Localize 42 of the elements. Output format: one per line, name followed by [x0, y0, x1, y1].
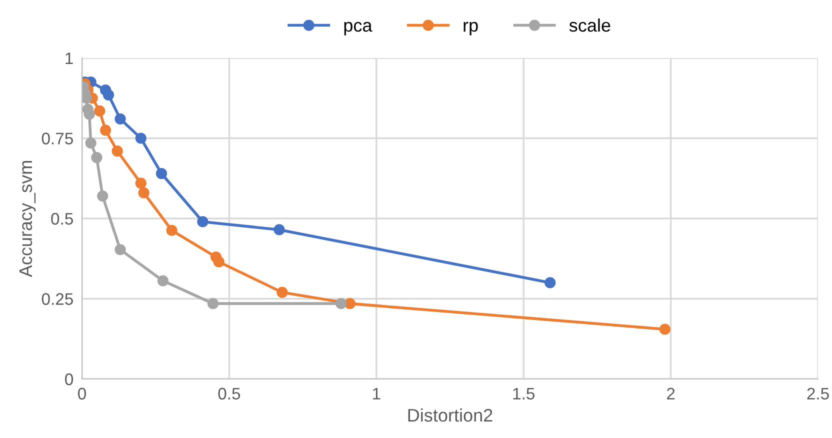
point — [97, 190, 108, 202]
y-tick-label: 0 — [65, 373, 74, 386]
legend-label: rp — [464, 22, 478, 36]
point — [157, 275, 169, 286]
point — [100, 124, 112, 136]
point — [91, 152, 102, 164]
x-tick-label: 1 — [373, 388, 380, 400]
point — [135, 178, 146, 189]
point — [544, 277, 556, 288]
x-tick-label: 0 — [78, 388, 86, 400]
point — [207, 298, 219, 310]
y-axis-title: Accuracy_svm — [20, 160, 36, 278]
x-tick-label: 2.5 — [807, 388, 829, 400]
point — [156, 168, 168, 180]
point — [344, 298, 356, 310]
point — [336, 298, 347, 310]
point — [166, 224, 178, 236]
point — [94, 105, 106, 117]
point — [112, 146, 123, 157]
point — [213, 256, 224, 268]
point — [138, 187, 150, 198]
y-tick-label: 0.5 — [51, 212, 73, 225]
point — [102, 89, 114, 100]
point — [114, 113, 126, 125]
point — [276, 286, 288, 298]
point — [85, 138, 96, 149]
y-tick-label: 1 — [66, 52, 73, 64]
x-tick-label: 1.5 — [513, 388, 534, 400]
y-tick-label: 0.25 — [42, 293, 73, 305]
point — [274, 224, 285, 236]
x-tick-label: 0.5 — [218, 388, 240, 400]
x-axis-title: Distortion2 — [408, 408, 492, 422]
point — [82, 92, 92, 104]
point — [135, 132, 146, 144]
legend-label: scale — [569, 18, 610, 32]
x-tick-label: 2 — [667, 388, 675, 400]
y-tick-label: 0.75 — [42, 132, 73, 144]
legend-label: pca — [344, 22, 372, 36]
point — [197, 216, 208, 228]
point — [114, 244, 126, 256]
point — [84, 108, 95, 120]
point — [659, 324, 670, 335]
